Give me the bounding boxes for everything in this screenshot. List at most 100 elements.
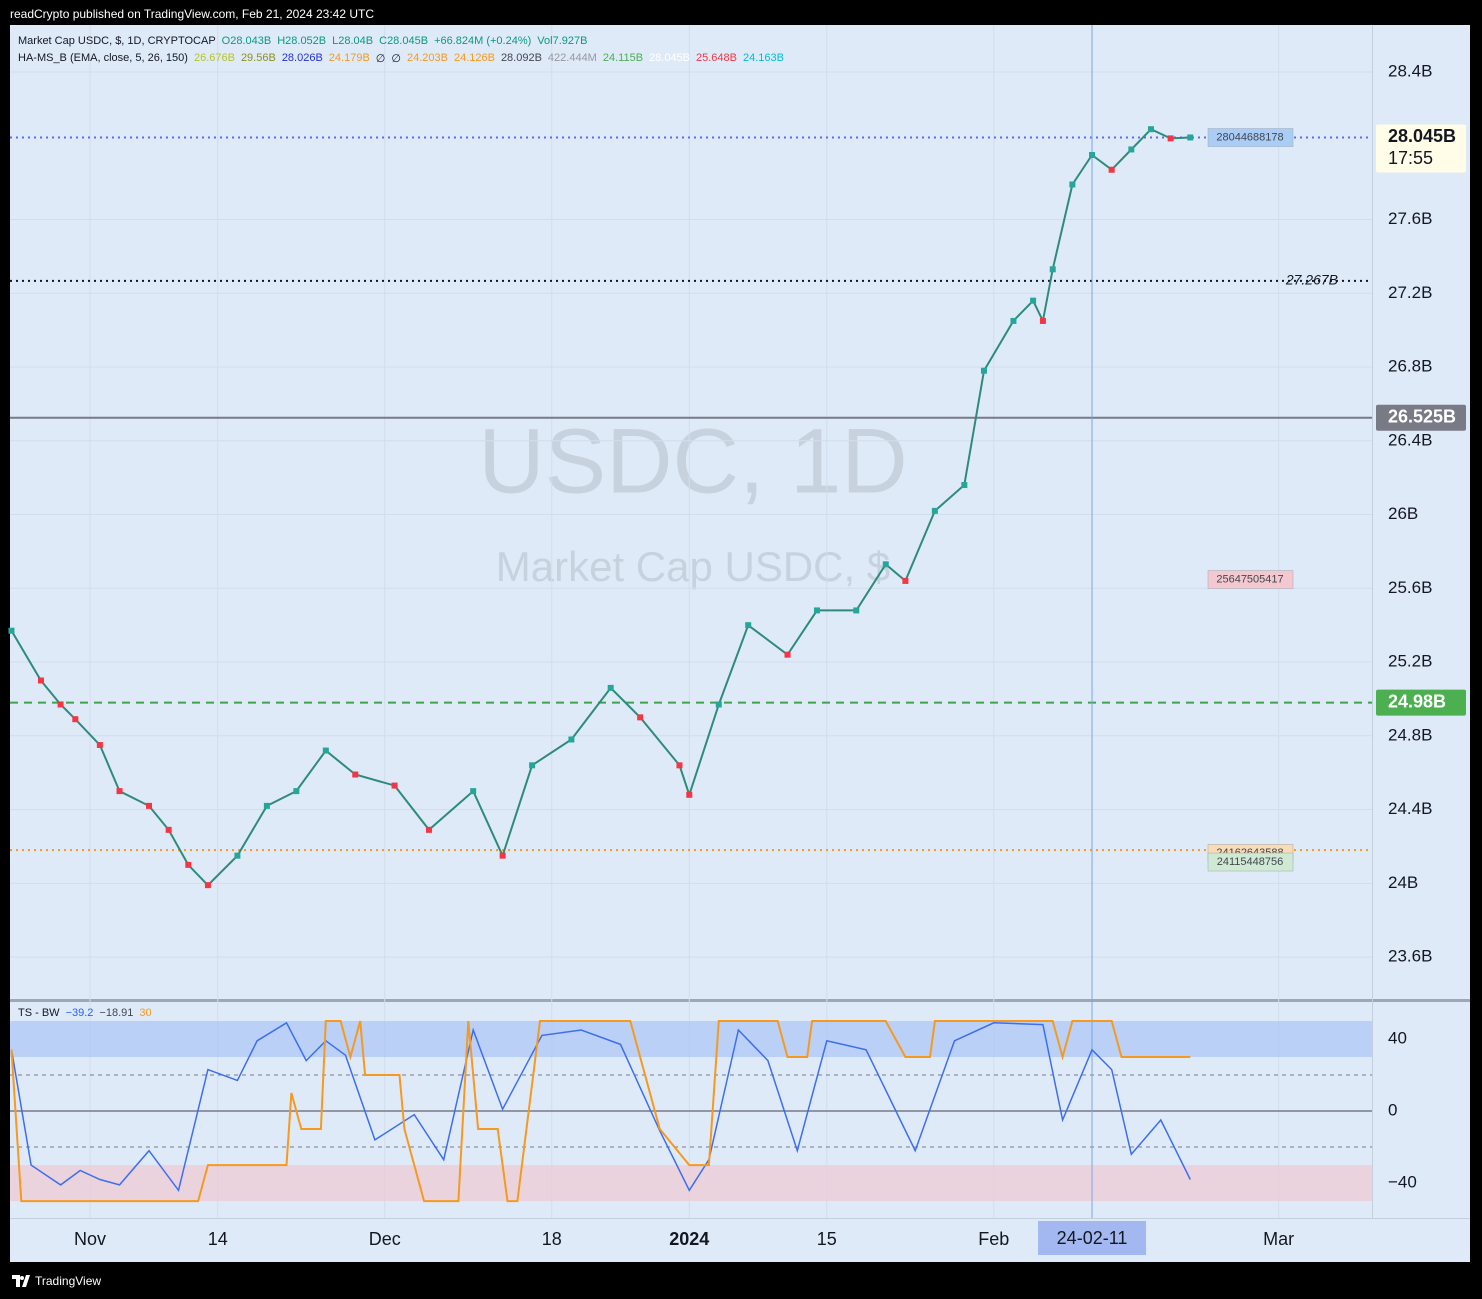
x-tick-label: Nov	[74, 1229, 106, 1249]
y-tick-label: 27.2B	[1388, 283, 1432, 302]
candle	[234, 852, 241, 859]
candle	[352, 771, 359, 778]
candle	[57, 701, 64, 708]
oscillator-band	[10, 1021, 1372, 1058]
candle	[499, 852, 506, 859]
candle	[637, 714, 644, 721]
candle	[116, 788, 123, 795]
legend-item: ∅	[375, 53, 386, 65]
price-axis-label: 28.045B	[1388, 126, 1456, 146]
price-axis-label: 26.525B	[1388, 406, 1456, 426]
y-tick-label: 24B	[1388, 873, 1418, 892]
candle	[853, 607, 860, 614]
candle	[1147, 126, 1154, 133]
candle	[1069, 181, 1076, 188]
oscillator-line	[10, 1020, 1191, 1203]
y2-tick-label: −40	[1388, 1173, 1417, 1192]
candle	[145, 802, 152, 809]
candle	[931, 507, 938, 514]
candle	[529, 762, 536, 769]
legend-value: −18.91	[99, 1007, 134, 1019]
candle	[1089, 151, 1096, 158]
candle	[470, 788, 477, 795]
legend-item: 24.163B	[743, 52, 784, 64]
legend-item: 28.045B	[649, 52, 691, 64]
legend-item: 422.444M	[547, 52, 597, 64]
candle	[1128, 146, 1135, 153]
y-tick-label: 26B	[1388, 504, 1418, 523]
candle	[568, 736, 575, 743]
candle	[813, 607, 820, 614]
candle	[72, 716, 79, 723]
crosshair-label-bg	[1038, 1221, 1147, 1255]
candle	[686, 791, 693, 798]
x-tick-label: Mar	[1263, 1229, 1294, 1249]
legend-item: 28.092B	[500, 52, 542, 64]
candle	[607, 684, 614, 691]
x-tick-label: Dec	[369, 1229, 401, 1249]
watermark: USDC, 1D	[478, 410, 907, 512]
y2-tick-label: 40	[1388, 1028, 1407, 1047]
candle	[745, 622, 752, 629]
crosshair-label: 24-02-11	[1057, 1228, 1128, 1248]
y-tick-label: 26.4B	[1388, 430, 1432, 449]
legend-item: +66.824M (+0.24%)	[434, 35, 532, 47]
price-axis-label-bg	[1376, 689, 1466, 716]
x-tick-label: 2024	[669, 1229, 709, 1249]
legend-item: L28.04B	[332, 35, 374, 47]
watermark-sub: Market Cap USDC, $	[496, 543, 890, 590]
side-label: 24115448756	[1217, 856, 1283, 868]
candle	[1167, 135, 1174, 142]
legend-item: Vol7.927B	[537, 35, 588, 47]
footer-text: TradingView	[35, 1274, 102, 1288]
candle	[263, 802, 270, 809]
y-tick-label: 25.6B	[1388, 578, 1432, 597]
candle	[8, 627, 15, 634]
y-tick-label: 28.4B	[1388, 62, 1432, 81]
candle	[882, 561, 889, 568]
y-tick-label: 24.4B	[1388, 799, 1432, 818]
price-axis-label-bg	[1376, 124, 1466, 173]
x-tick-label: 15	[817, 1229, 837, 1249]
legend-item: 25.648B	[696, 52, 737, 64]
logo	[12, 1275, 30, 1287]
legend-item: 26.676B	[193, 52, 235, 64]
legend-value: −39.2	[65, 1007, 94, 1019]
legend-item: 29.56B	[240, 52, 276, 64]
chart-background	[10, 25, 1470, 1262]
top-bar: readCrypto published on TradingView.com,…	[10, 7, 374, 21]
candle	[980, 367, 987, 374]
price-axis-label: 24.98B	[1388, 691, 1446, 711]
legend-indicator: HA-MS_B (EMA, close, 5, 26, 150) 26.676B 2…	[18, 52, 784, 65]
legend-item: 24.126B	[453, 52, 495, 64]
candle	[1187, 134, 1194, 141]
legend-item: H28.052B	[277, 35, 327, 47]
x-tick-label: Feb	[978, 1229, 1009, 1249]
price-level-label: 27.267B	[1285, 272, 1338, 288]
side-label-bg	[1207, 570, 1294, 589]
candle	[676, 762, 683, 769]
candle	[902, 577, 909, 584]
legend-item: C28.045B	[379, 35, 429, 47]
candle	[1039, 317, 1046, 324]
candle	[715, 701, 722, 708]
legend-item: O28.043B	[221, 35, 272, 47]
footer: TradingView	[12, 1274, 101, 1288]
candle	[185, 861, 192, 868]
oscillator-title: TS - BW	[18, 1007, 60, 1019]
legend-main: Market Cap USDC, $, 1D, CRYPTOCAP O28.043…	[18, 35, 587, 47]
y2-tick-label: 0	[1388, 1101, 1397, 1120]
candle	[204, 882, 211, 889]
legend-item: 28.026B	[281, 52, 323, 64]
candle	[165, 826, 172, 833]
candle	[96, 742, 103, 749]
y-tick-label: 24.8B	[1388, 725, 1432, 744]
legend-value: 30	[139, 1007, 152, 1019]
x-tick-label: 18	[542, 1229, 562, 1249]
legend-item: 24.203B	[406, 52, 448, 64]
y-tick-label: 25.2B	[1388, 652, 1432, 671]
candle	[1030, 297, 1037, 304]
candle	[1010, 317, 1017, 324]
